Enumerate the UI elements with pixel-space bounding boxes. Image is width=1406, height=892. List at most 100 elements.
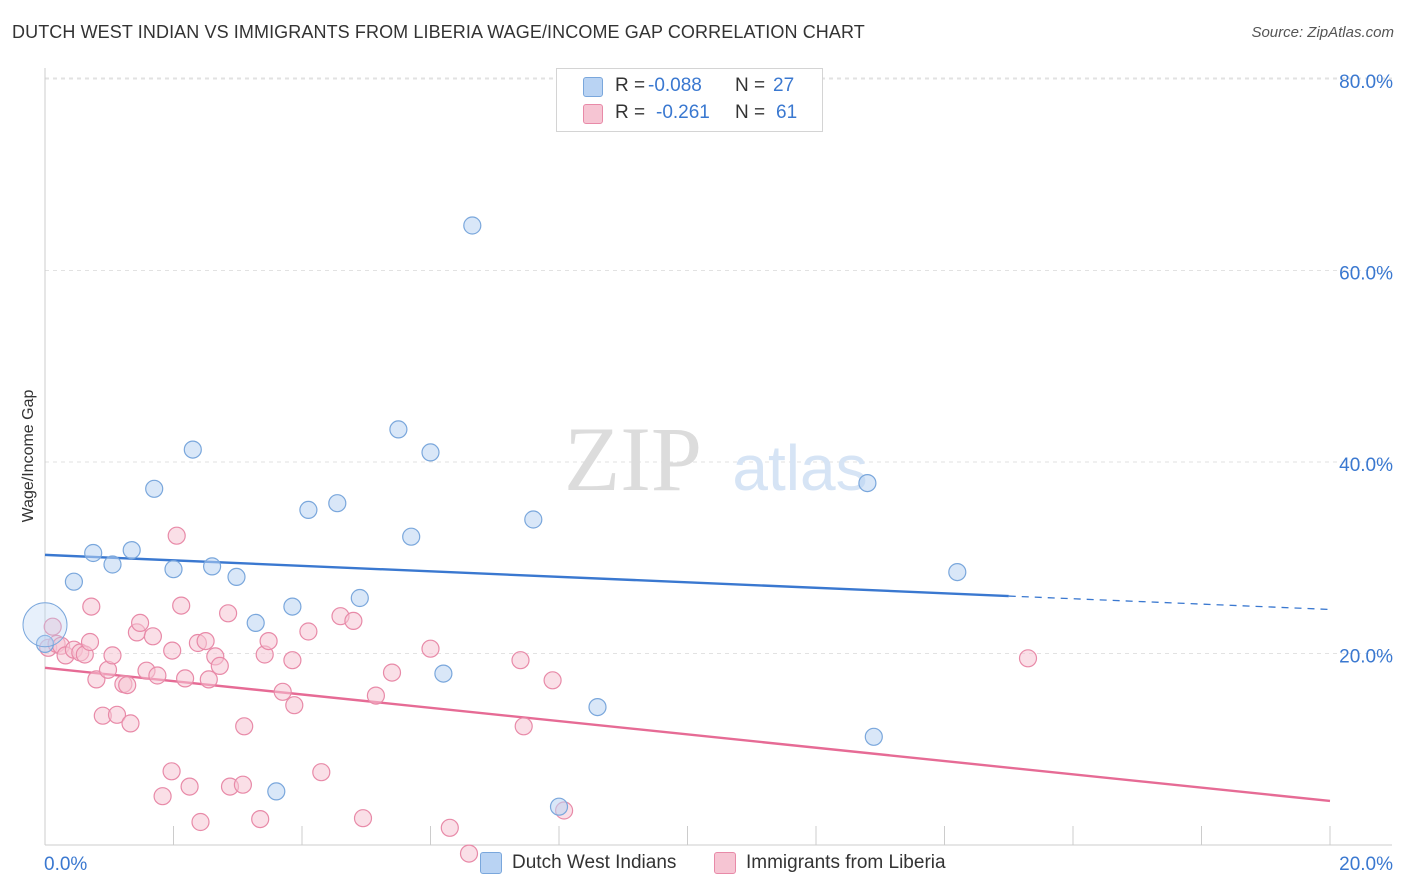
point-immigrants-liberia	[421, 639, 440, 658]
point-dutch-west-indians	[203, 557, 222, 576]
point-immigrants-liberia	[103, 646, 122, 665]
series-swatch-blue	[480, 852, 502, 874]
point-immigrants-liberia	[312, 763, 331, 782]
trend-line-dutch-extension	[1008, 595, 1331, 611]
point-immigrants-liberia	[366, 686, 385, 705]
legend-swatch-blue	[583, 77, 603, 97]
point-immigrants-liberia	[299, 622, 318, 641]
point-dutch-west-indians	[145, 479, 164, 498]
axes	[44, 68, 1392, 846]
point-dutch-west-indians	[389, 420, 408, 439]
point-immigrants-liberia	[199, 670, 218, 689]
point-immigrants-liberia	[167, 526, 186, 545]
y-axis-label: Wage/Income Gap	[20, 390, 37, 523]
point-immigrants-liberia	[233, 775, 252, 794]
point-dutch-west-indians	[350, 588, 369, 608]
y-tick-label: 60.0%	[1339, 264, 1393, 285]
point-immigrants-liberia	[162, 762, 181, 781]
point-immigrants-liberia	[153, 787, 172, 806]
point-dutch-west-indians	[948, 562, 967, 582]
point-immigrants-liberia	[273, 682, 292, 701]
point-immigrants-liberia	[259, 631, 278, 651]
point-dutch-west-indians	[122, 540, 141, 560]
point-immigrants-liberia	[511, 651, 530, 670]
point-immigrants-liberia	[43, 617, 62, 636]
point-immigrants-liberia	[382, 663, 402, 682]
trend-line-liberia	[44, 666, 1331, 803]
legend-r-blue: -0.088	[648, 75, 702, 96]
point-dutch-west-indians	[64, 572, 84, 591]
point-dutch-west-indians	[463, 216, 482, 235]
point-immigrants-liberia	[196, 631, 215, 651]
point-dutch-west-indians	[588, 697, 607, 717]
point-immigrants-liberia	[440, 818, 459, 837]
point-immigrants-liberia	[353, 809, 373, 828]
point-immigrants-liberia	[283, 651, 302, 670]
point-immigrants-liberia	[514, 717, 533, 736]
legend-r-pink: -0.261	[656, 102, 710, 123]
x-tick-label: 0.0%	[44, 854, 87, 875]
point-dutch-west-indians	[864, 727, 883, 746]
point-immigrants-liberia	[80, 632, 100, 652]
data-points	[22, 216, 1038, 863]
point-dutch-west-indians	[35, 634, 55, 654]
point-immigrants-liberia	[543, 671, 562, 690]
point-immigrants-liberia	[344, 611, 363, 631]
point-dutch-west-indians	[299, 500, 318, 519]
point-dutch-west-indians	[103, 555, 122, 574]
point-immigrants-liberia	[82, 597, 101, 616]
trend-lines	[44, 553, 1331, 803]
point-immigrants-liberia	[143, 627, 162, 646]
point-immigrants-liberia	[251, 809, 270, 829]
legend-swatch-pink	[583, 104, 603, 124]
point-dutch-west-indians	[267, 782, 286, 801]
point-immigrants-liberia	[180, 777, 199, 796]
point-dutch-west-indians-cluster	[22, 602, 68, 648]
point-dutch-west-indians	[164, 560, 183, 579]
point-immigrants-liberia	[148, 666, 167, 685]
legend-n-label: N =	[735, 102, 766, 123]
trend-line-dutch	[44, 553, 1009, 598]
point-immigrants-liberia	[172, 596, 191, 615]
y-tick-label: 40.0%	[1339, 455, 1393, 476]
legend-n-pink: 61	[776, 102, 798, 123]
point-dutch-west-indians	[227, 567, 246, 587]
y-tick-label: 20.0%	[1339, 647, 1393, 668]
point-immigrants-liberia	[459, 844, 479, 863]
point-dutch-west-indians	[402, 527, 421, 546]
series-label-dutch: Dutch West Indians	[512, 852, 677, 873]
point-immigrants-liberia	[191, 812, 210, 832]
point-immigrants-liberia	[285, 696, 304, 715]
point-immigrants-liberia	[118, 675, 137, 695]
point-dutch-west-indians	[421, 443, 440, 462]
x-tick-labels: 0.0% 20.0%	[44, 854, 1393, 875]
point-immigrants-liberia	[210, 656, 229, 676]
series-legend-liberia[interactable]: Immigrants from Liberia	[714, 852, 974, 876]
watermark-zip: ZIP	[564, 408, 702, 510]
point-immigrants-liberia	[121, 714, 140, 733]
point-immigrants-liberia	[219, 604, 238, 623]
point-immigrants-liberia	[163, 641, 182, 660]
point-immigrants-liberia	[107, 705, 127, 724]
gridlines	[45, 77, 1392, 654]
point-immigrants-liberia	[131, 613, 150, 633]
legend-r-label: R =	[615, 102, 646, 123]
series-legend-dutch[interactable]: Dutch West Indians	[480, 852, 700, 876]
y-tick-label: 80.0%	[1339, 72, 1393, 93]
point-immigrants-liberia	[1018, 649, 1038, 668]
point-immigrants-liberia	[235, 717, 254, 736]
point-dutch-west-indians	[434, 664, 453, 683]
y-tick-labels: 20.0% 40.0% 60.0% 80.0%	[1339, 72, 1393, 668]
point-dutch-west-indians	[524, 510, 543, 529]
point-dutch-west-indians	[328, 494, 347, 513]
stats-legend: R = -0.088 N = 27 R = -0.261 N = 61	[556, 68, 823, 132]
legend-n-blue: 27	[773, 75, 795, 96]
point-dutch-west-indians	[549, 797, 569, 816]
point-dutch-west-indians	[183, 440, 202, 459]
watermark-atlas: atlas	[732, 432, 867, 504]
point-dutch-west-indians	[283, 597, 302, 616]
point-dutch-west-indians	[84, 543, 103, 563]
series-label-liberia: Immigrants from Liberia	[746, 852, 946, 873]
watermark: ZIP atlas	[564, 408, 868, 510]
